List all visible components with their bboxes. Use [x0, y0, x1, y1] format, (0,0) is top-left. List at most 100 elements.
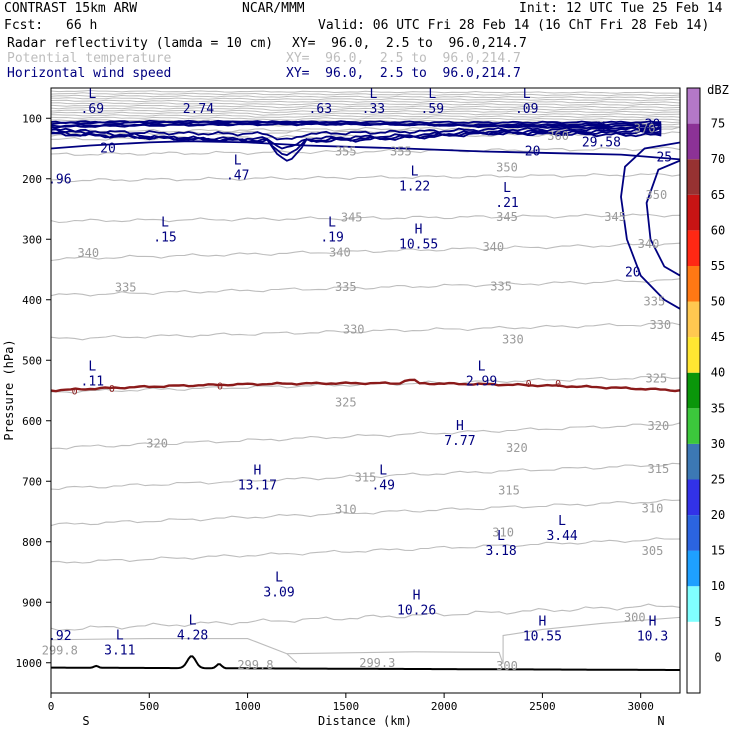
high-marker: H [413, 589, 421, 604]
extremum-value: 2.99 [466, 374, 497, 389]
high-marker: H [649, 615, 657, 630]
extremum-value: .92 [48, 629, 71, 644]
forecast-label: Fcst: [4, 18, 44, 33]
colorbar-label: 60 [711, 223, 725, 237]
jet-contour-30 [51, 120, 662, 141]
jet-contour-20-descending [620, 141, 680, 310]
theta-contour-boundary-b [286, 651, 504, 665]
theta-label: 330 [649, 318, 671, 332]
theta-label: 345 [496, 210, 518, 224]
zero-isotherm-line [51, 378, 680, 393]
wind-speed-label: 20 [100, 142, 116, 157]
colorbar-swatch [687, 88, 700, 124]
extremum-value: 2.74 [183, 102, 214, 117]
extremum-value: .69 [81, 102, 104, 117]
high-marker: H [456, 419, 464, 434]
low-marker: L [116, 629, 124, 644]
colorbar-frame [686, 87, 701, 694]
zero-isotherm-label: 0 [555, 379, 561, 390]
colorbar-swatch [687, 550, 700, 587]
colorbar-swatch [687, 265, 700, 302]
low-marker: L [161, 215, 169, 230]
stratospheric-contour [51, 89, 680, 94]
theta-label: 299.8 [42, 644, 78, 658]
zero-isotherm-label: 0 [72, 387, 78, 398]
x-tick-label: 500 [139, 700, 159, 713]
theta-label: 315 [498, 483, 520, 497]
wind-speed-label: 25 [656, 151, 672, 166]
extremum-value: 29.58 [582, 135, 621, 150]
colorbar-label: 55 [711, 259, 725, 273]
low-marker: L [328, 215, 336, 230]
colorbar-swatch [687, 443, 700, 480]
stratospheric-contour [51, 116, 680, 121]
low-marker: L [379, 463, 387, 478]
theta-contour-335 [51, 278, 680, 297]
high-marker: H [538, 615, 546, 630]
stratospheric-contour [51, 102, 680, 107]
terrain-profile [51, 655, 680, 671]
field-wind-name: Horizontal wind speed [7, 66, 172, 81]
extremum-value: 3.18 [485, 544, 516, 559]
colorbar-label: 15 [711, 544, 725, 558]
theta-contour-355 [51, 146, 680, 156]
colorbar: 0 5 10 15 20 25 30 35 40 45 50 55 60 65 70 75 dBZ [686, 83, 729, 694]
theta-label: 320 [146, 437, 168, 451]
extremum-value: 10.55 [523, 630, 562, 645]
y-tick-label: 800 [22, 536, 42, 549]
theta-contour-345 [51, 213, 680, 224]
theta-label: 370 [634, 122, 656, 136]
theta-contour-boundary-a [51, 638, 298, 664]
colorbar-label: 5 [714, 615, 721, 629]
extremum-value: 7.77 [444, 434, 475, 449]
y-tick-label: 900 [22, 596, 42, 609]
low-marker: L [275, 571, 283, 586]
colorbar-label: 30 [711, 437, 725, 451]
extremum-value: .21 [495, 196, 518, 211]
x-tick-label: 1500 [333, 700, 360, 713]
extremum-value: .11 [81, 374, 104, 389]
high-marker: H [253, 463, 261, 478]
zero-isotherm-label: 0 [109, 384, 115, 395]
stratospheric-contour [51, 97, 680, 102]
theta-label: 335 [335, 280, 357, 294]
wind-speed-label: 20 [525, 145, 541, 160]
field-reflectivity-xy: XY= 96.0, 2.5 to 96.0,214.7 [292, 36, 527, 51]
theta-contour-330 [51, 322, 680, 341]
zero-isotherm-label: 0 [526, 379, 532, 390]
field-theta-name: Potential temperature [7, 51, 172, 66]
low-marker: L [234, 154, 242, 169]
organization-label: NCAR/MMM [242, 1, 305, 16]
colorbar-label: 10 [711, 579, 725, 593]
extremum-value: .19 [320, 230, 343, 245]
contour-labels: 370 360 355 355 350 350 345 345 345 340 340 340 340 3… [42, 117, 672, 673]
theta-label: 345 [604, 210, 626, 224]
extremum-value: 10.55 [399, 238, 438, 253]
colorbar-swatch [687, 586, 700, 622]
theta-label: 299.3 [359, 656, 395, 670]
axes: 0 500 1000 1500 2000 2500 30001002003004005006… [16, 112, 654, 713]
theta-label: 350 [496, 160, 518, 174]
jet-contour-25-descending [645, 159, 680, 277]
x-tick-label: 0 [48, 700, 55, 713]
x-axis-label: Distance (km) [318, 714, 412, 728]
low-marker: L [523, 87, 531, 102]
field-reflectivity-name: Radar reflectivity (lamda = 10 cm) [7, 36, 274, 51]
colorbar-swatch [687, 337, 700, 373]
colorbar-swatch [687, 372, 700, 409]
x-end-label-north: N [657, 714, 664, 728]
theta-label: 310 [492, 526, 514, 540]
low-marker: L [503, 181, 511, 196]
colorbar-label: 40 [711, 366, 725, 380]
theta-label: 340 [329, 246, 351, 260]
zero-isotherm [51, 378, 680, 393]
theta-contour-310 [51, 499, 680, 527]
y-tick-label: 200 [22, 173, 42, 186]
low-marker: L [189, 614, 197, 629]
theta-label: 300 [496, 659, 518, 673]
colorbar-swatch [687, 230, 700, 266]
theta-label: 315 [355, 471, 377, 485]
theta-label: 310 [335, 503, 357, 517]
terrain-line [51, 655, 680, 671]
